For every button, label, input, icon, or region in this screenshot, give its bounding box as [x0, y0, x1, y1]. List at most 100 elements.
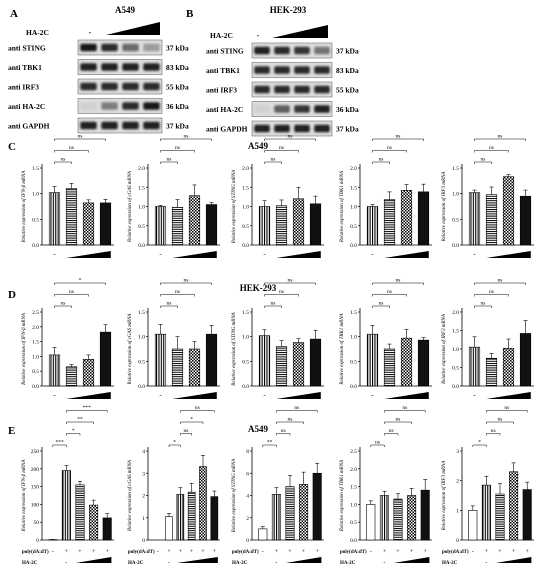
- bar: [275, 346, 288, 387]
- sig-label: ns: [78, 134, 83, 140]
- y-tick-label: 2.0: [242, 166, 249, 172]
- panel-letter-d: D: [8, 289, 16, 301]
- poly-sign: +: [78, 549, 82, 555]
- blot-band: [294, 85, 310, 94]
- y-tick-label: 2: [142, 494, 145, 500]
- poly-label: poly(dA:dT): [340, 550, 367, 555]
- blot-band: [122, 43, 139, 52]
- bar: [417, 339, 430, 387]
- dose-wedge: [384, 392, 429, 399]
- blot-band: [122, 82, 139, 91]
- bar: [383, 199, 396, 246]
- bar: [309, 338, 322, 387]
- row-c-title: A549: [248, 141, 268, 151]
- ha2c-label: HA-2C: [232, 561, 248, 566]
- blot-band: [254, 85, 270, 94]
- blot-strip: [251, 42, 333, 59]
- sig-label: ns: [279, 145, 284, 151]
- y-tick-label: 0.5: [350, 520, 357, 526]
- bar: [154, 206, 167, 246]
- blot-band: [254, 124, 270, 133]
- y-axis-label: Relative expression of STING mRNA: [232, 311, 237, 386]
- bar: [495, 493, 505, 541]
- dose-wedge: [393, 557, 430, 563]
- x-dash-label: -: [159, 391, 162, 399]
- bar: [82, 202, 95, 246]
- sig-label: ns: [481, 157, 486, 163]
- bar: [366, 206, 379, 246]
- bar: [188, 348, 201, 387]
- bar: [61, 470, 71, 541]
- blot-band: [254, 105, 270, 113]
- blot-band: [122, 63, 139, 71]
- blot-kda-label: 83 kDa: [336, 66, 359, 75]
- y-axis-label: Relative expression of TBK1 mRNA: [340, 312, 345, 385]
- bar: [309, 203, 322, 246]
- blot-strip: [77, 59, 163, 75]
- blot-strip: [251, 81, 333, 98]
- blot-band: [101, 43, 118, 52]
- y-tick-label: 1.5: [138, 310, 145, 316]
- blot-band: [101, 63, 118, 71]
- blot-band: [314, 66, 330, 74]
- blot-band: [143, 43, 160, 52]
- sig-label: ***: [83, 405, 92, 411]
- bar: [165, 516, 173, 541]
- poly-label: poly(dA:dT): [232, 550, 259, 555]
- poly-sign: +: [410, 549, 414, 555]
- bar: [258, 335, 271, 387]
- bar-chart: Relative expression of IRF3 mRNA 0.0 0.5 1.…: [442, 278, 534, 399]
- bar-chart: Relative expression of STING mRNA 0 2 4 6 8 **…: [232, 405, 324, 566]
- bar-chart: Relative expression of STING mRNA 0.0 0.5 1…: [232, 134, 324, 258]
- dose-wedge: [176, 557, 218, 563]
- blot-band: [143, 82, 160, 91]
- sig-label: ns: [481, 301, 486, 307]
- bar: [292, 342, 305, 387]
- bar: [522, 489, 532, 541]
- y-axis-label: Relative expression of TBK1 mRNA: [340, 459, 345, 532]
- sig-label: ns: [498, 134, 503, 140]
- blot-band: [143, 63, 160, 71]
- blot-band: [294, 46, 310, 55]
- y-tick-label: 0.0: [350, 538, 357, 544]
- y-tick-label: 1.5: [350, 485, 357, 491]
- bar-chart: Relative expression of cGAS mRNA 0.0 0.5 1.…: [128, 278, 220, 399]
- poly-sign: -: [262, 549, 264, 555]
- poly-sign: +: [92, 549, 96, 555]
- blot-strip: [251, 101, 333, 117]
- poly-sign: +: [213, 549, 217, 555]
- sig-label: ns: [294, 405, 299, 411]
- y-tick-label: 3: [456, 449, 459, 455]
- poly-sign: +: [396, 549, 400, 555]
- bar: [502, 347, 515, 387]
- sig-label: ns: [396, 278, 401, 284]
- y-tick-label: 0.5: [32, 369, 39, 375]
- bar: [366, 333, 379, 387]
- bar: [519, 333, 532, 387]
- bar: [171, 348, 184, 387]
- sig-label: ns: [489, 289, 494, 295]
- sig-label: ns: [402, 405, 407, 411]
- bar: [258, 528, 268, 541]
- blot-band: [143, 102, 160, 110]
- poly-sign: -: [472, 549, 474, 555]
- blot-band: [80, 82, 97, 91]
- y-tick-label: 2: [456, 479, 459, 485]
- blot-band: [101, 102, 118, 110]
- blot-band: [294, 124, 310, 133]
- bar: [205, 204, 218, 246]
- dose-wedge: [75, 557, 112, 563]
- sig-label: ns: [389, 428, 394, 434]
- y-tick-label: 50: [34, 520, 40, 526]
- sig-label: **: [77, 417, 83, 423]
- blot-kda-label: 55 kDa: [336, 86, 359, 95]
- dose-wedge: [172, 251, 217, 258]
- poly-sign: +: [179, 549, 183, 555]
- sig-label: ns: [498, 417, 503, 423]
- sig-label: ns: [195, 405, 200, 411]
- sig-label: ns: [489, 145, 494, 151]
- bar: [48, 192, 61, 246]
- ha2c-dash: -: [168, 560, 170, 566]
- y-tick-label: 1.0: [452, 347, 459, 353]
